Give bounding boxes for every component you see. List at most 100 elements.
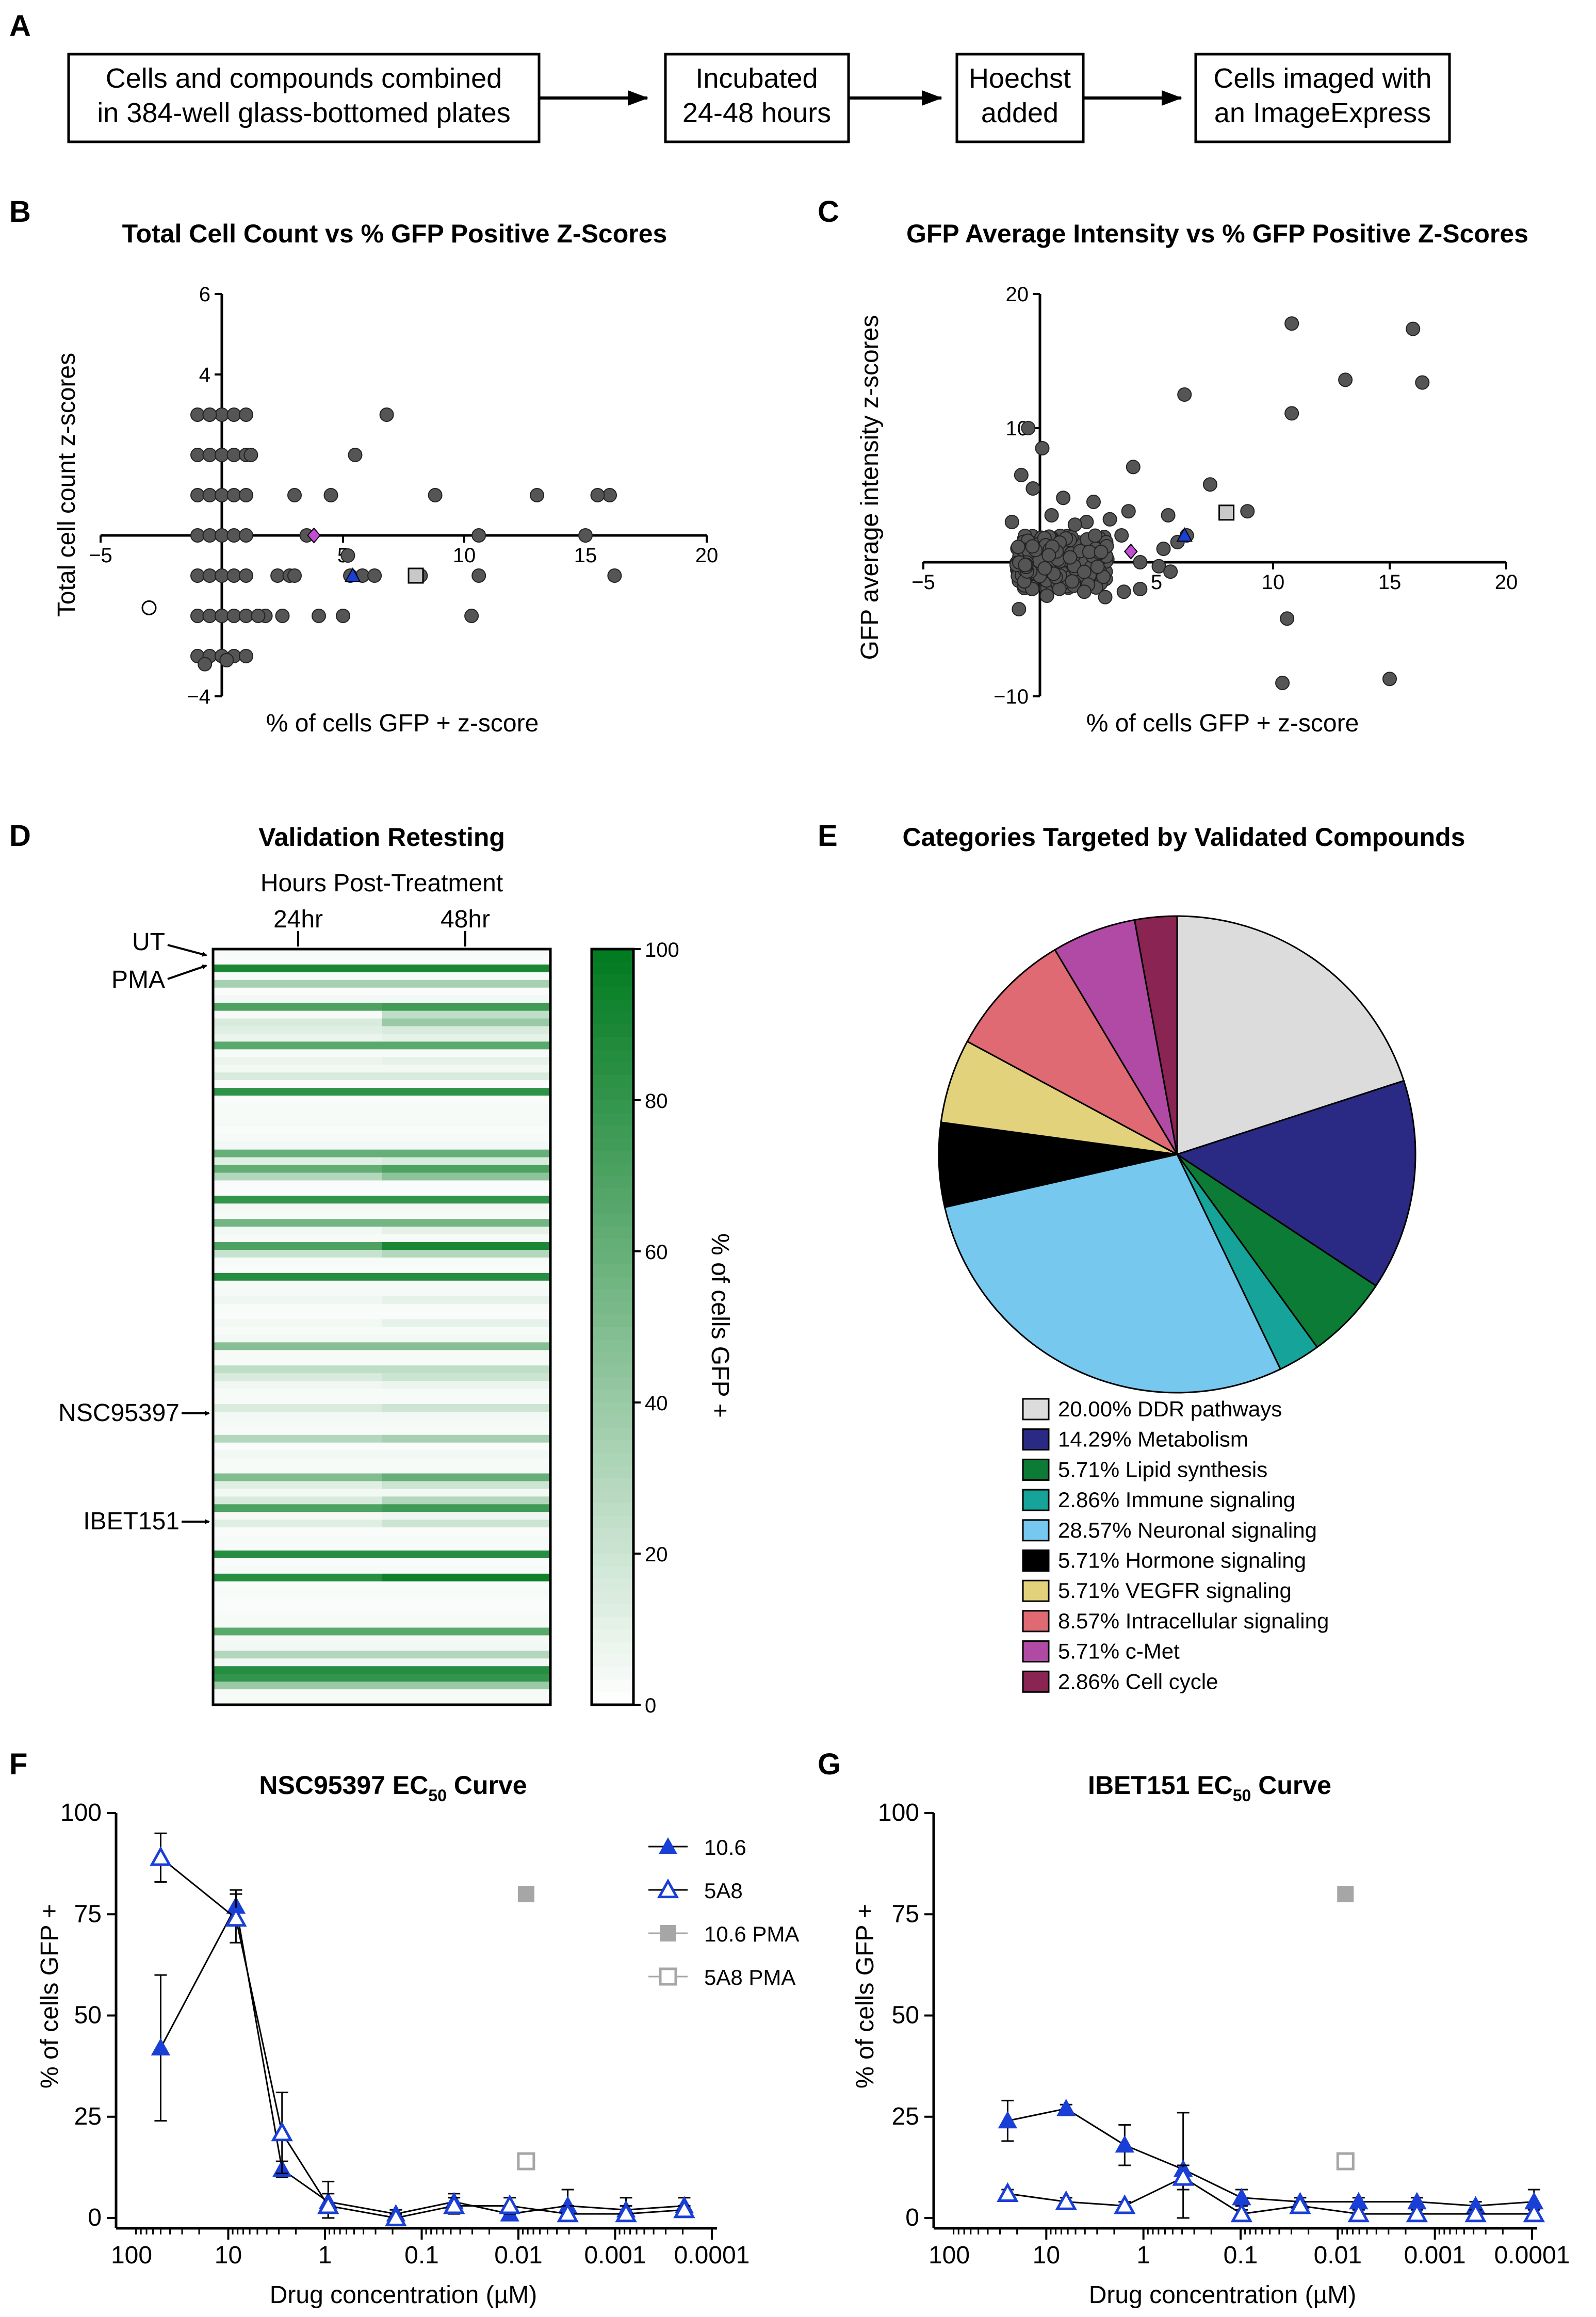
colorbar-segment [592,1578,633,1592]
data-point [428,488,443,502]
filled-triangle-marker [1232,2188,1251,2206]
data-point [1090,559,1105,574]
heatmap-cell-24hr [213,1496,382,1505]
heatmap-cell-48hr [382,1365,550,1374]
heatmap-cell-24hr [213,972,382,981]
y-tick-label: 100 [878,1799,919,1826]
heatmap-cell-48hr [382,1103,550,1112]
heatmap-cell-48hr [382,1265,550,1274]
x-tick-label: 0.01 [1314,2242,1362,2269]
data-point [1177,387,1192,402]
heatmap-cell-48hr [382,1635,550,1644]
heatmap-cell-24hr [213,1034,382,1042]
flow-box-1 [67,53,541,143]
colorbar-segment [592,1075,633,1088]
colorbar-tick-label: 0 [645,1694,656,1717]
heatmap-cell-48hr [382,1026,550,1035]
heatmap-border [211,948,552,1706]
y-tick-label: 0 [905,2204,919,2231]
data-point [251,609,266,623]
magenta-diamond-point [1123,543,1138,560]
open-triangle-marker [1406,2202,1428,2223]
open-triangle-marker [498,2194,521,2214]
data-point [215,448,229,462]
heatmap-cell-48hr [382,1682,550,1690]
panel-label-g: G [818,1748,841,1781]
chart-b-xlabel: % of cells GFP + z-score [266,710,539,737]
heatmap-cell-48hr [382,1211,550,1219]
heatmap-cell-24hr [213,1389,382,1397]
data-point [602,488,617,502]
chart-g-title: IBET151 EC50 Curve [1088,1771,1331,1805]
heatmap-cell-48hr [382,1504,550,1512]
heatmap-cell-24hr [213,1520,382,1528]
annotation-ibet151: IBET151 [83,1508,180,1535]
colorbar-segment [592,949,633,962]
data-point [202,528,217,543]
heatmap-cell-24hr [213,956,382,965]
heatmap-cell-24hr [213,1365,382,1374]
heatmap-cell-48hr [382,1342,550,1350]
data-point [367,568,382,583]
colorbar-tick-label: 40 [645,1392,668,1415]
x-tick-label: 1 [318,2242,332,2269]
heatmap-cell-48hr [382,1496,550,1505]
chart-g-ylabel: % of cells GFP + [852,1904,879,2088]
pie-slice [940,1040,1178,1155]
colorbar-segment [592,1213,633,1227]
heatmap-cell-48hr [382,1535,550,1543]
heatmap-cell-24hr [213,1057,382,1065]
filled-triangle-marker [1115,2135,1134,2153]
colorbar-segment [592,1490,633,1504]
pie-slice [1133,915,1178,1155]
heatmap-cell-24hr [213,1296,382,1304]
heatmap-cell-24hr [213,1527,382,1536]
heatmap-cell-48hr [382,1596,550,1605]
heatmap-cell-24hr [213,1111,382,1119]
x-tick-label: 15 [1378,571,1402,594]
colorbar-segment [592,1377,633,1391]
data-point [275,609,290,623]
open-triangle-marker [1464,2202,1487,2223]
heatmap-cell-24hr [213,1342,382,1350]
colorbar-segment [592,1024,633,1038]
colorbar-segment [592,1465,633,1479]
heatmap-cell-24hr [213,1280,382,1289]
legend-label: 20.00% DDR pathways [1058,1397,1282,1421]
data-point [1284,316,1299,331]
open-triangle-marker [615,2202,637,2223]
data-point [202,407,217,422]
heatmap-cell-48hr [382,1334,550,1343]
heatmap-cell-48hr [382,1589,550,1597]
flow-box-1-line1: Cells and compounds combined [106,63,502,94]
heatmap-cell-48hr [382,1604,550,1613]
heatmap-cell-48hr [382,972,550,981]
panel-f: F NSC95397 EC50 Curve Drug concentration… [9,1748,799,2309]
heatmap-cell-48hr [382,1080,550,1088]
heatmap-cell-24hr [213,1404,382,1412]
colorbar-segment [592,1654,633,1668]
data-point [239,609,253,623]
heatmap-cell-24hr [213,1188,382,1196]
colorbar-segment [592,1364,633,1378]
heatmap-cell-24hr [213,1481,382,1490]
heatmap-cell-48hr [382,1203,550,1212]
colorbar-segment [592,1554,633,1567]
y-tick-label: 50 [892,2002,919,2029]
annotation-pma: PMA [111,966,165,993]
heatmap-cell-24hr [213,1551,382,1559]
flow-box-4 [1194,53,1451,143]
heatmap-cell-48hr [382,1565,550,1574]
data-point [1041,548,1056,563]
panel-c: C GFP Average Intensity vs % GFP Positiv… [818,195,1528,737]
data-point [190,448,205,462]
legend-label: 5A8 [704,1879,743,1903]
y-tick-label: 75 [74,1900,102,1928]
data-point [1035,441,1050,455]
data-point [215,528,229,543]
heatmap-cell-24hr [213,1411,382,1420]
data-point [243,448,258,462]
heatmap-cell-48hr [382,1088,550,1096]
series-line [1007,2108,1534,2207]
panel-e: E Categories Targeted by Validated Compo… [818,819,1465,1693]
